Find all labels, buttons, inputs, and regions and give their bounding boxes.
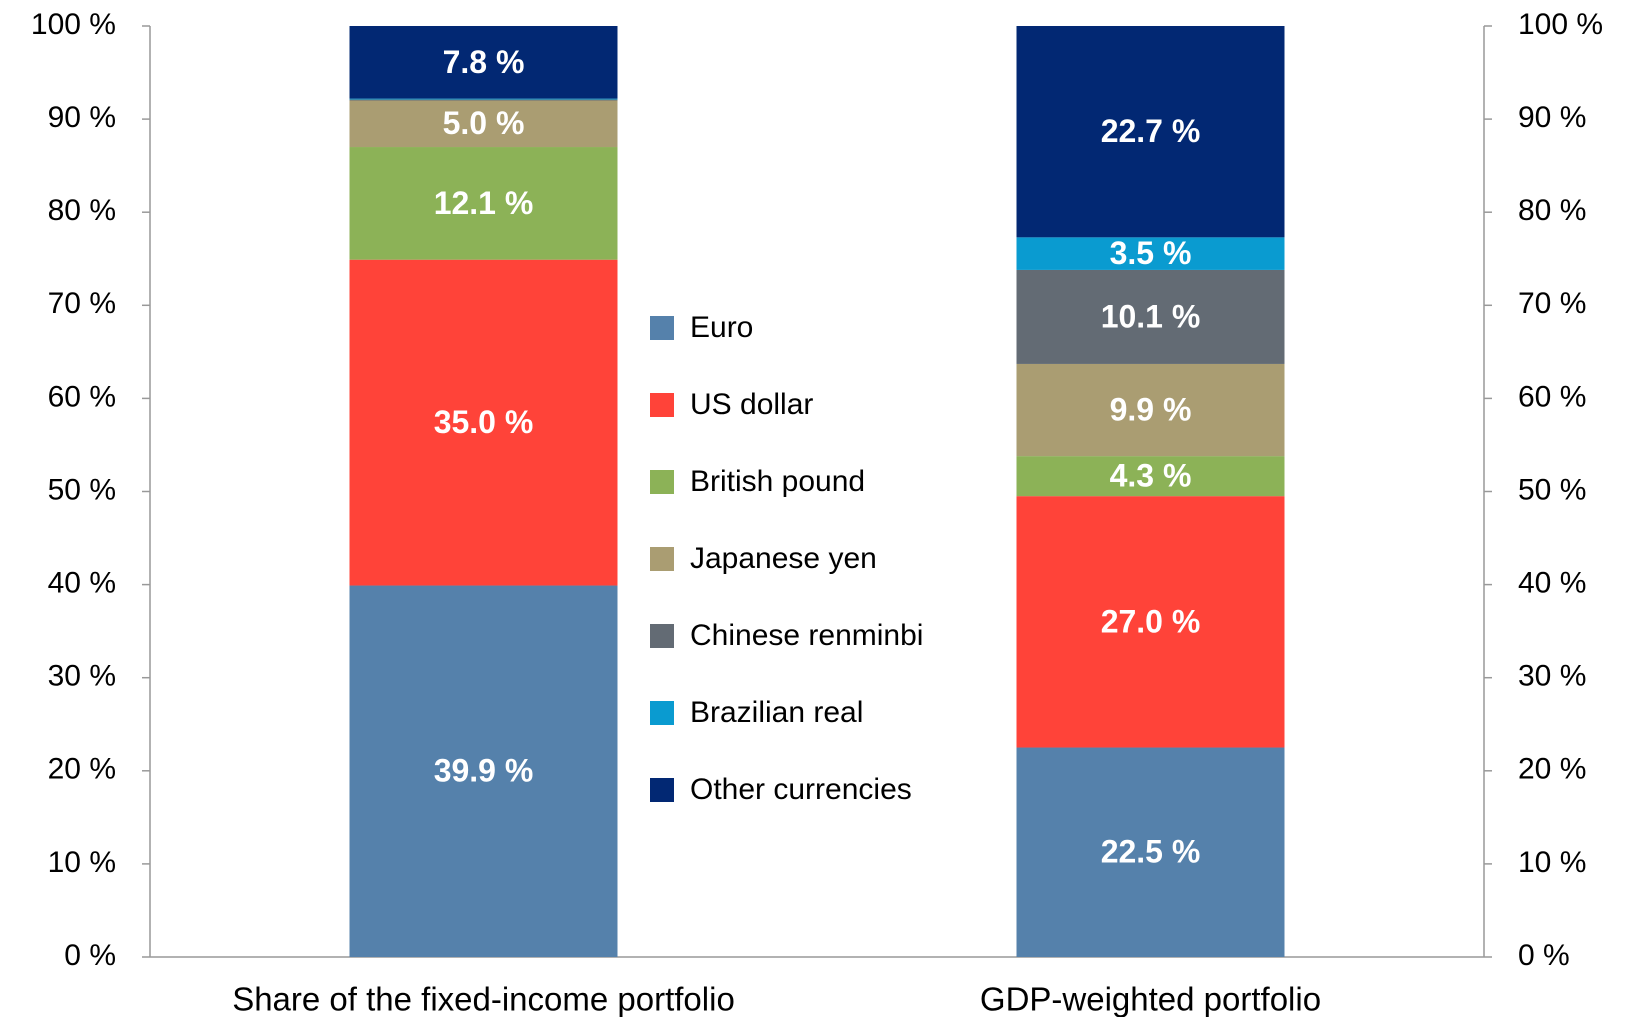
y2-tick-label: 80 % <box>1518 194 1586 227</box>
legend-swatch <box>650 624 674 648</box>
legend-swatch <box>650 470 674 494</box>
y2-tick-label: 20 % <box>1518 753 1586 786</box>
bar-segment <box>349 99 618 101</box>
y-tick-label: 0 % <box>64 939 116 972</box>
y2-tick-label: 50 % <box>1518 473 1586 506</box>
legend-label: Chinese renminbi <box>690 619 923 652</box>
y2-tick-label: 40 % <box>1518 567 1586 600</box>
value-label: 22.7 % <box>1101 113 1201 149</box>
bar-segment <box>1016 456 1285 497</box>
legend-swatch <box>650 547 674 571</box>
value-label: 27.0 % <box>1101 603 1201 639</box>
legend-label: Brazilian real <box>690 696 863 729</box>
y2-tick-label: 70 % <box>1518 287 1586 320</box>
value-label: 35.0 % <box>434 404 534 440</box>
x-tick-label: Share of the fixed-income portfolio <box>232 981 735 1017</box>
y-tick-label: 20 % <box>48 753 116 786</box>
bar-segment <box>1016 269 1285 364</box>
y-tick-label: 10 % <box>48 846 116 879</box>
value-label: 12.1 % <box>434 185 534 221</box>
y-tick-label: 50 % <box>48 473 116 506</box>
y-tick-label: 90 % <box>48 101 116 134</box>
legend-label: Euro <box>690 311 753 344</box>
y-tick-label: 70 % <box>48 287 116 320</box>
legend-label: British pound <box>690 465 865 498</box>
bar-segment <box>1016 496 1285 748</box>
bar-segment <box>349 147 618 260</box>
y2-tick-label: 90 % <box>1518 101 1586 134</box>
legend-swatch <box>650 701 674 725</box>
value-label: 3.5 % <box>1110 235 1192 271</box>
bar-segment <box>1016 237 1285 270</box>
bar-segment <box>349 98 618 100</box>
value-label: 22.5 % <box>1101 834 1201 870</box>
y2-tick-label: 100 % <box>1518 8 1603 41</box>
legend-swatch <box>650 778 674 802</box>
bar-segment <box>1016 26 1285 238</box>
x-tick-label: GDP-weighted portfolio <box>980 981 1321 1017</box>
value-label: 9.9 % <box>1110 391 1192 427</box>
y2-tick-label: 30 % <box>1518 660 1586 693</box>
value-label: 4.3 % <box>1110 458 1192 494</box>
bar-segment <box>349 26 618 99</box>
legend-swatch <box>650 316 674 340</box>
bar-segment <box>349 100 618 148</box>
bar-segment <box>1016 363 1285 457</box>
value-label: 10.1 % <box>1101 298 1201 334</box>
y-tick-label: 40 % <box>48 567 116 600</box>
y2-tick-label: 60 % <box>1518 380 1586 413</box>
bar-segment <box>1016 747 1285 957</box>
legend-label: US dollar <box>690 388 813 421</box>
value-label: 7.8 % <box>443 44 525 80</box>
y-tick-label: 80 % <box>48 194 116 227</box>
value-label: 5.0 % <box>443 105 525 141</box>
y2-tick-label: 0 % <box>1518 939 1570 972</box>
bar-segment <box>349 259 618 586</box>
y-tick-label: 60 % <box>48 380 116 413</box>
legend-label: Other currencies <box>690 773 912 806</box>
bar-segment <box>349 585 618 957</box>
value-label: 39.9 % <box>434 753 534 789</box>
legend-swatch <box>650 393 674 417</box>
y-tick-label: 30 % <box>48 660 116 693</box>
legend-label: Japanese yen <box>690 542 877 575</box>
y2-tick-label: 10 % <box>1518 846 1586 879</box>
y-tick-label: 100 % <box>31 8 116 41</box>
